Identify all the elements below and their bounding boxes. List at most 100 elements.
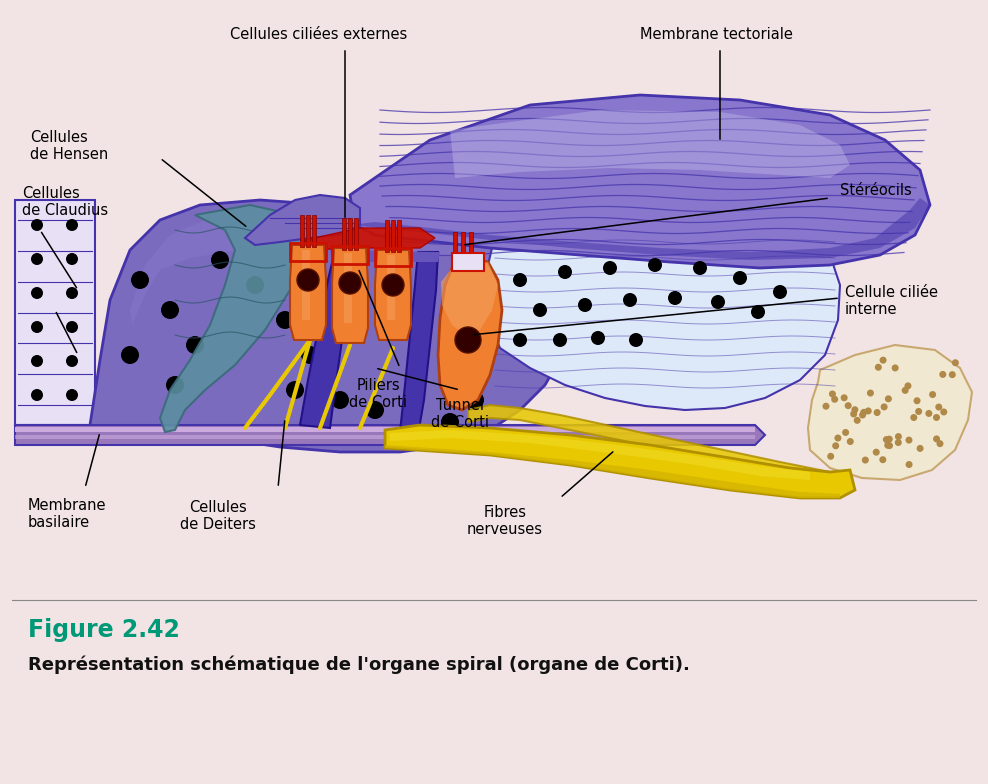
Polygon shape xyxy=(385,445,840,498)
Polygon shape xyxy=(350,95,930,268)
Circle shape xyxy=(845,402,852,409)
Bar xyxy=(453,232,457,268)
Polygon shape xyxy=(400,252,438,435)
Bar xyxy=(391,220,395,252)
Polygon shape xyxy=(344,253,352,323)
Circle shape xyxy=(66,253,78,265)
Circle shape xyxy=(513,333,527,347)
Circle shape xyxy=(902,387,909,394)
Circle shape xyxy=(121,346,139,364)
Circle shape xyxy=(866,390,874,397)
Circle shape xyxy=(131,271,149,289)
Circle shape xyxy=(861,408,867,416)
Circle shape xyxy=(851,411,858,418)
Circle shape xyxy=(937,440,944,447)
Text: Cellules
de Claudius: Cellules de Claudius xyxy=(22,186,108,218)
Circle shape xyxy=(623,293,637,307)
Circle shape xyxy=(66,287,78,299)
Bar xyxy=(342,218,346,250)
Bar xyxy=(354,218,358,250)
Circle shape xyxy=(411,301,429,319)
Circle shape xyxy=(456,346,474,364)
Circle shape xyxy=(733,271,747,285)
Polygon shape xyxy=(245,195,360,245)
Circle shape xyxy=(933,435,940,442)
Polygon shape xyxy=(441,262,498,335)
Circle shape xyxy=(941,408,947,416)
Circle shape xyxy=(872,448,879,456)
Circle shape xyxy=(886,442,893,449)
Circle shape xyxy=(711,295,725,309)
Polygon shape xyxy=(330,250,440,262)
Bar xyxy=(312,215,316,247)
Circle shape xyxy=(346,281,364,299)
Circle shape xyxy=(603,261,617,275)
Circle shape xyxy=(831,396,838,403)
Polygon shape xyxy=(468,405,845,490)
Polygon shape xyxy=(90,200,580,452)
Text: Membrane
basilaire: Membrane basilaire xyxy=(28,498,107,531)
Polygon shape xyxy=(485,225,840,410)
Circle shape xyxy=(895,433,902,440)
Text: Fibres
nerveuses: Fibres nerveuses xyxy=(467,505,543,537)
Bar xyxy=(306,215,310,247)
Circle shape xyxy=(533,303,547,317)
Circle shape xyxy=(31,219,43,231)
Polygon shape xyxy=(290,245,326,340)
Circle shape xyxy=(161,301,179,319)
Circle shape xyxy=(842,429,849,436)
Bar xyxy=(469,232,473,268)
Bar xyxy=(397,220,401,252)
Bar xyxy=(300,215,304,247)
Circle shape xyxy=(847,438,854,445)
Circle shape xyxy=(31,287,43,299)
Circle shape xyxy=(852,406,859,413)
Circle shape xyxy=(854,417,861,424)
Circle shape xyxy=(466,391,484,409)
Circle shape xyxy=(822,403,830,410)
Polygon shape xyxy=(350,198,930,260)
Polygon shape xyxy=(305,228,435,250)
Circle shape xyxy=(31,253,43,265)
Circle shape xyxy=(829,390,836,397)
Text: Stéréocils: Stéréocils xyxy=(840,183,912,198)
Circle shape xyxy=(186,336,204,354)
Circle shape xyxy=(832,442,839,449)
Circle shape xyxy=(246,276,264,294)
Polygon shape xyxy=(390,430,810,480)
Circle shape xyxy=(895,439,902,446)
Bar xyxy=(375,248,411,266)
Text: Représentation schématique de l'organe spiral (organe de Corti).: Représentation schématique de l'organe s… xyxy=(28,655,690,673)
Bar xyxy=(290,243,326,261)
Bar xyxy=(452,253,484,271)
Circle shape xyxy=(648,258,662,272)
Circle shape xyxy=(827,453,834,460)
Circle shape xyxy=(926,410,933,417)
Circle shape xyxy=(929,391,936,398)
Circle shape xyxy=(951,359,959,366)
Circle shape xyxy=(879,456,886,463)
Circle shape xyxy=(879,357,886,364)
Polygon shape xyxy=(15,425,765,445)
Text: Cellules
de Deiters: Cellules de Deiters xyxy=(180,500,256,532)
Circle shape xyxy=(66,321,78,333)
Text: Cellule ciliée
interne: Cellule ciliée interne xyxy=(845,285,938,318)
Circle shape xyxy=(883,436,890,443)
Circle shape xyxy=(331,391,349,409)
Circle shape xyxy=(496,331,514,349)
Circle shape xyxy=(558,265,572,279)
Circle shape xyxy=(940,371,947,378)
Bar xyxy=(385,220,389,252)
Circle shape xyxy=(66,389,78,401)
Circle shape xyxy=(693,261,707,275)
Circle shape xyxy=(915,408,922,415)
Polygon shape xyxy=(300,250,355,428)
Circle shape xyxy=(441,413,459,431)
Bar xyxy=(348,218,352,250)
Text: Cellules
de Hensen: Cellules de Hensen xyxy=(30,130,109,162)
Circle shape xyxy=(936,404,943,411)
Text: Piliers
de Corti: Piliers de Corti xyxy=(349,378,407,410)
Circle shape xyxy=(382,274,404,296)
Circle shape xyxy=(841,394,848,401)
Polygon shape xyxy=(15,435,755,439)
